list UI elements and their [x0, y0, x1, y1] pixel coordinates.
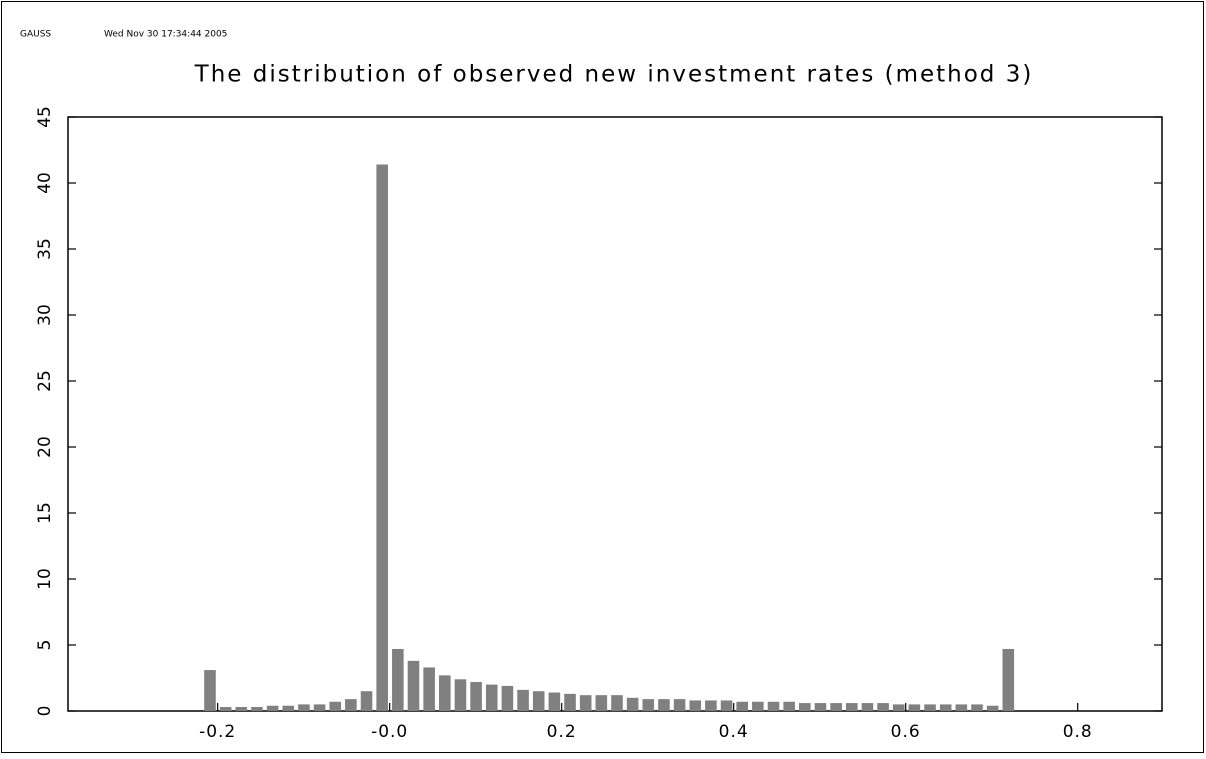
- y-tick-label: 45: [35, 106, 55, 128]
- bar: [705, 700, 717, 711]
- bar: [845, 703, 858, 711]
- bar: [298, 704, 310, 711]
- y-tick-label: 15: [35, 502, 55, 524]
- bar: [689, 700, 702, 711]
- bar: [752, 701, 764, 711]
- bar: [501, 685, 514, 711]
- bar: [360, 691, 373, 711]
- bar: [861, 703, 874, 711]
- bar: [470, 681, 482, 711]
- bar: [219, 707, 232, 711]
- y-tick-label: 25: [35, 370, 55, 392]
- bar: [892, 704, 905, 711]
- bar: [1002, 648, 1015, 711]
- bar: [423, 667, 435, 711]
- bar: [595, 695, 608, 711]
- y-tick-label: 35: [35, 238, 55, 260]
- x-tick-label: 0.2: [547, 722, 577, 742]
- x-tick-label: 0.4: [719, 722, 749, 742]
- bar: [407, 660, 420, 711]
- bar: [439, 675, 451, 711]
- y-tick-label: 0: [35, 706, 55, 717]
- bar: [986, 705, 999, 711]
- y-tick-label: 20: [35, 436, 55, 458]
- bar: [251, 707, 263, 711]
- bar: [783, 701, 795, 711]
- bar: [736, 701, 748, 711]
- y-tick-label: 40: [35, 172, 55, 194]
- bar: [658, 699, 670, 711]
- bar: [908, 704, 921, 711]
- bar: [611, 695, 623, 711]
- bar: [955, 704, 968, 711]
- bar: [799, 703, 811, 711]
- header-program: GAUSS: [20, 30, 51, 40]
- y-tick-label: 30: [35, 304, 55, 326]
- y-tick-label: 5: [35, 640, 55, 651]
- bar: [454, 679, 467, 711]
- bar: [939, 704, 952, 711]
- bar: [548, 692, 561, 711]
- bar: [971, 704, 983, 711]
- bar: [345, 699, 357, 711]
- x-tick-label: -0.2: [199, 722, 236, 742]
- bar: [266, 705, 279, 711]
- bar: [626, 697, 639, 711]
- bar: [579, 695, 592, 711]
- x-tick-label: -0.0: [371, 722, 408, 742]
- bar: [313, 704, 326, 711]
- bar: [814, 703, 827, 711]
- x-tick-label: 0.6: [891, 722, 921, 742]
- x-tick-label: 0.8: [1063, 722, 1093, 742]
- plot-area: [67, 116, 1163, 712]
- bar: [532, 691, 545, 711]
- bar: [767, 701, 780, 711]
- y-tick-label: 10: [35, 568, 55, 590]
- bar: [485, 684, 498, 711]
- bar: [642, 699, 655, 711]
- header-date: Wed Nov 30 17:34:44 2005: [104, 30, 227, 40]
- bar: [392, 648, 404, 711]
- bar: [235, 707, 248, 711]
- bar: [204, 670, 216, 711]
- bar: [282, 705, 295, 711]
- bar: [329, 701, 342, 711]
- bar: [877, 703, 889, 711]
- bar: [720, 700, 733, 711]
- bar: [673, 699, 686, 711]
- bar: [517, 689, 529, 711]
- chart-title: The distribution of observed new investm…: [194, 62, 1034, 88]
- bar: [564, 693, 576, 711]
- bar: [924, 704, 936, 711]
- bar: [376, 164, 388, 711]
- bar: [830, 703, 842, 711]
